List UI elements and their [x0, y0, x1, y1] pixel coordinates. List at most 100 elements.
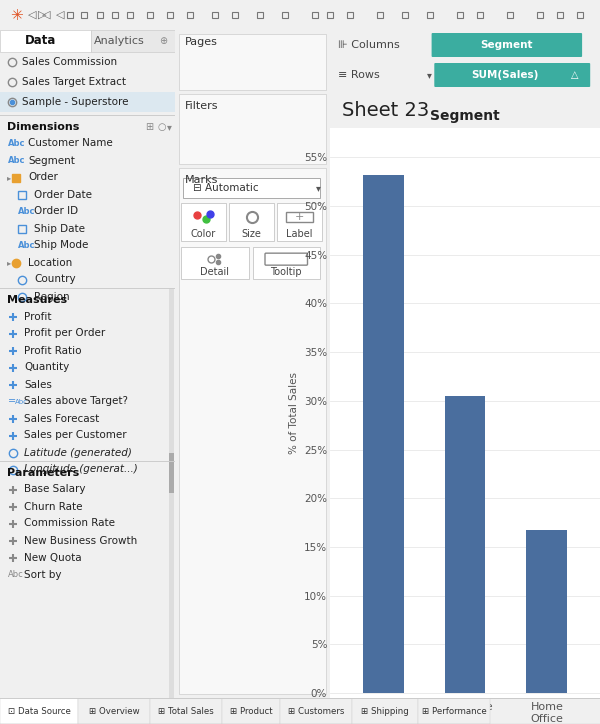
Bar — [78, 698, 150, 724]
Bar — [0, 698, 78, 724]
Bar — [91, 30, 175, 52]
Text: △: △ — [571, 70, 578, 80]
Bar — [418, 698, 490, 724]
Text: Color: Color — [191, 230, 216, 239]
Text: ▾: ▾ — [427, 70, 432, 80]
Text: ✳: ✳ — [10, 7, 23, 22]
Y-axis label: % of Total Sales: % of Total Sales — [289, 372, 299, 454]
Bar — [229, 203, 274, 241]
Text: Filters: Filters — [185, 101, 218, 111]
Bar — [445, 396, 485, 693]
Text: Order ID: Order ID — [34, 206, 78, 216]
Text: Dimensions: Dimensions — [7, 122, 79, 132]
Text: ≡ Rows: ≡ Rows — [338, 70, 380, 80]
Text: Sort by: Sort by — [24, 570, 62, 579]
Bar — [169, 453, 174, 493]
Text: ⊞: ⊞ — [145, 122, 153, 132]
Text: ⊞ Customers: ⊞ Customers — [288, 707, 344, 715]
Text: Pages: Pages — [185, 37, 218, 47]
Text: Data: Data — [25, 35, 56, 48]
Text: ▸: ▸ — [7, 173, 11, 182]
Bar — [363, 174, 404, 693]
Text: Detail: Detail — [200, 267, 229, 277]
Text: Sales per Customer: Sales per Customer — [24, 431, 127, 440]
Bar — [352, 698, 418, 724]
Bar — [181, 203, 226, 241]
Text: ⊡ Data Source: ⊡ Data Source — [8, 707, 70, 715]
Bar — [222, 698, 280, 724]
Text: ⊟ Automatic: ⊟ Automatic — [193, 183, 259, 193]
Text: Tooltip: Tooltip — [271, 267, 302, 277]
Text: Analytics: Analytics — [94, 36, 145, 46]
FancyBboxPatch shape — [434, 63, 590, 87]
Text: Abc: Abc — [18, 207, 35, 216]
Text: Ship Date: Ship Date — [34, 224, 85, 234]
Text: Profit Ratio: Profit Ratio — [24, 345, 82, 355]
Text: Sales Forecast: Sales Forecast — [24, 413, 99, 424]
Bar — [169, 288, 174, 698]
Text: Base Salary: Base Salary — [24, 484, 86, 494]
Text: ⊞ Performance: ⊞ Performance — [422, 707, 487, 715]
Text: Sales Commission: Sales Commission — [22, 57, 117, 67]
Bar — [183, 178, 320, 198]
Text: Commission Rate: Commission Rate — [24, 518, 115, 529]
Text: Sample - Superstore: Sample - Superstore — [22, 97, 128, 107]
Bar — [280, 698, 352, 724]
Text: Sales Target Extract: Sales Target Extract — [22, 77, 126, 87]
Title: Segment: Segment — [430, 109, 500, 122]
Text: Abc: Abc — [8, 156, 25, 165]
Text: New Quota: New Quota — [24, 552, 82, 563]
Bar — [0, 30, 91, 52]
Bar — [179, 94, 326, 164]
Text: Longitude (generat...): Longitude (generat...) — [24, 465, 138, 474]
Text: Segment: Segment — [28, 156, 75, 166]
Text: Sales above Target?: Sales above Target? — [24, 397, 128, 406]
Bar — [181, 247, 248, 279]
Text: Ship Mode: Ship Mode — [34, 240, 88, 251]
Text: ▸: ▸ — [7, 258, 11, 267]
Bar — [253, 247, 320, 279]
Text: ⊪ Columns: ⊪ Columns — [338, 40, 400, 50]
Text: Region: Region — [34, 292, 70, 301]
Bar — [179, 168, 326, 694]
Text: Measures: Measures — [7, 295, 67, 305]
Text: Profit: Profit — [24, 311, 52, 321]
Bar — [150, 698, 222, 724]
Text: Marks: Marks — [185, 175, 218, 185]
Text: Customer Name: Customer Name — [28, 138, 113, 148]
Text: =: = — [8, 397, 16, 406]
Bar — [526, 531, 567, 693]
Text: SUM(Sales): SUM(Sales) — [471, 70, 538, 80]
Bar — [286, 212, 313, 222]
Text: Sales: Sales — [24, 379, 52, 390]
Text: Order: Order — [28, 172, 58, 182]
Text: Order Date: Order Date — [34, 190, 92, 200]
Text: Churn Rate: Churn Rate — [24, 502, 83, 511]
Text: Country: Country — [34, 274, 76, 285]
Text: Abc: Abc — [8, 139, 25, 148]
Text: Size: Size — [242, 230, 262, 239]
Text: Latitude (generated): Latitude (generated) — [24, 447, 132, 458]
Text: Quantity: Quantity — [24, 363, 69, 373]
Text: New Business Growth: New Business Growth — [24, 536, 137, 545]
Text: ⊞ Overview: ⊞ Overview — [89, 707, 139, 715]
Text: ⊞ Product: ⊞ Product — [230, 707, 272, 715]
Text: Label: Label — [286, 230, 313, 239]
Text: Parameters: Parameters — [7, 468, 79, 478]
Text: ⊞ Shipping: ⊞ Shipping — [361, 707, 409, 715]
Text: ▷: ▷ — [38, 10, 47, 20]
Bar — [0, 92, 175, 112]
Text: Location: Location — [28, 258, 72, 267]
Text: Abc: Abc — [8, 570, 24, 579]
Text: ⊞ Total Sales: ⊞ Total Sales — [158, 707, 214, 715]
Text: Abc: Abc — [15, 398, 28, 405]
Text: Profit per Order: Profit per Order — [24, 329, 105, 339]
Text: ⊕: ⊕ — [158, 36, 167, 46]
Text: ▾: ▾ — [167, 122, 172, 132]
Text: ◁: ◁ — [42, 10, 50, 20]
Text: +: + — [295, 212, 304, 222]
Bar — [277, 203, 322, 241]
Text: Sheet 23: Sheet 23 — [342, 101, 429, 120]
Text: ▾: ▾ — [316, 183, 321, 193]
Text: ◁: ◁ — [56, 10, 65, 20]
